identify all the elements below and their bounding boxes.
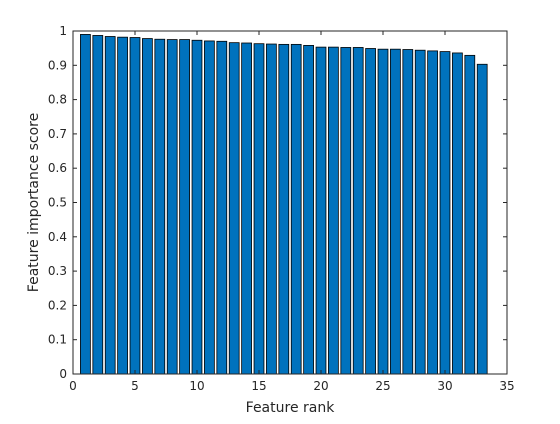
bar-rank-17 — [278, 43, 290, 375]
x-tick-label: 35 — [499, 379, 514, 393]
x-tick-label: 20 — [313, 379, 328, 393]
y-tick-label: 0.5 — [48, 196, 67, 210]
bar-rank-19 — [303, 45, 314, 375]
bar-rank-33 — [476, 63, 488, 375]
bar-rank-24 — [365, 48, 376, 375]
y-tick-label: 0.1 — [48, 333, 67, 347]
y-tick-label: 0.4 — [48, 230, 67, 244]
bar-rank-9 — [179, 39, 190, 375]
bar-rank-14 — [241, 42, 252, 375]
bar-rank-27 — [402, 49, 414, 375]
y-axis-ticks: 0 0.1 0.2 0.3 0.4 0.5 0.6 0.7 0.8 0.9 1 — [48, 24, 507, 381]
x-tick-label: 0 — [69, 379, 77, 393]
y-tick-label: 0.2 — [48, 298, 67, 312]
y-axis-label: Feature importance score — [26, 113, 42, 292]
x-tick-label: 25 — [375, 379, 390, 393]
x-axis-label: Feature rank — [246, 400, 336, 416]
bar-rank-31 — [452, 52, 463, 375]
bar-rank-18 — [290, 43, 302, 375]
bar-rank-8 — [166, 39, 178, 375]
bar-rank-13 — [228, 42, 240, 375]
y-tick-label: 0.9 — [48, 58, 67, 72]
bar-rank-10 — [191, 39, 203, 375]
bar-rank-26 — [390, 48, 401, 375]
bar-rank-3 — [104, 36, 116, 375]
bar-rank-16 — [266, 43, 277, 375]
bar-rank-15 — [253, 43, 265, 375]
x-tick-label: 10 — [189, 379, 204, 393]
y-tick-label: 0.6 — [48, 161, 67, 175]
y-tick-label: 0.8 — [48, 93, 67, 107]
bar-rank-11 — [204, 40, 215, 375]
x-tick-label: 15 — [251, 379, 266, 393]
y-tick-label: 0.3 — [48, 264, 67, 278]
bar-rank-12 — [216, 40, 228, 375]
y-tick-label: 1 — [59, 24, 67, 38]
bar-rank-21 — [328, 46, 339, 375]
y-tick-label: 0 — [59, 367, 67, 381]
bar-rank-4 — [117, 36, 128, 375]
bar-rank-6 — [142, 38, 153, 375]
bar-rank-29 — [427, 50, 438, 375]
x-axis-ticks: 0 5 10 15 20 25 30 35 — [69, 31, 515, 393]
bar-rank-30 — [439, 51, 451, 375]
bar-rank-1 — [80, 34, 91, 375]
bar-rank-20 — [315, 46, 327, 375]
bar-rank-7 — [154, 38, 166, 375]
y-tick-label: 0.7 — [48, 127, 67, 141]
bar-rank-23 — [352, 47, 364, 375]
x-tick-label: 5 — [131, 379, 139, 393]
bar-rank-2 — [92, 35, 104, 375]
bar-rank-32 — [464, 54, 476, 375]
x-tick-label: 30 — [437, 379, 452, 393]
bar-rank-28 — [414, 49, 426, 375]
bar-rank-25 — [377, 48, 389, 375]
bar-rank-5 — [129, 37, 141, 375]
bar-rank-22 — [340, 47, 352, 375]
